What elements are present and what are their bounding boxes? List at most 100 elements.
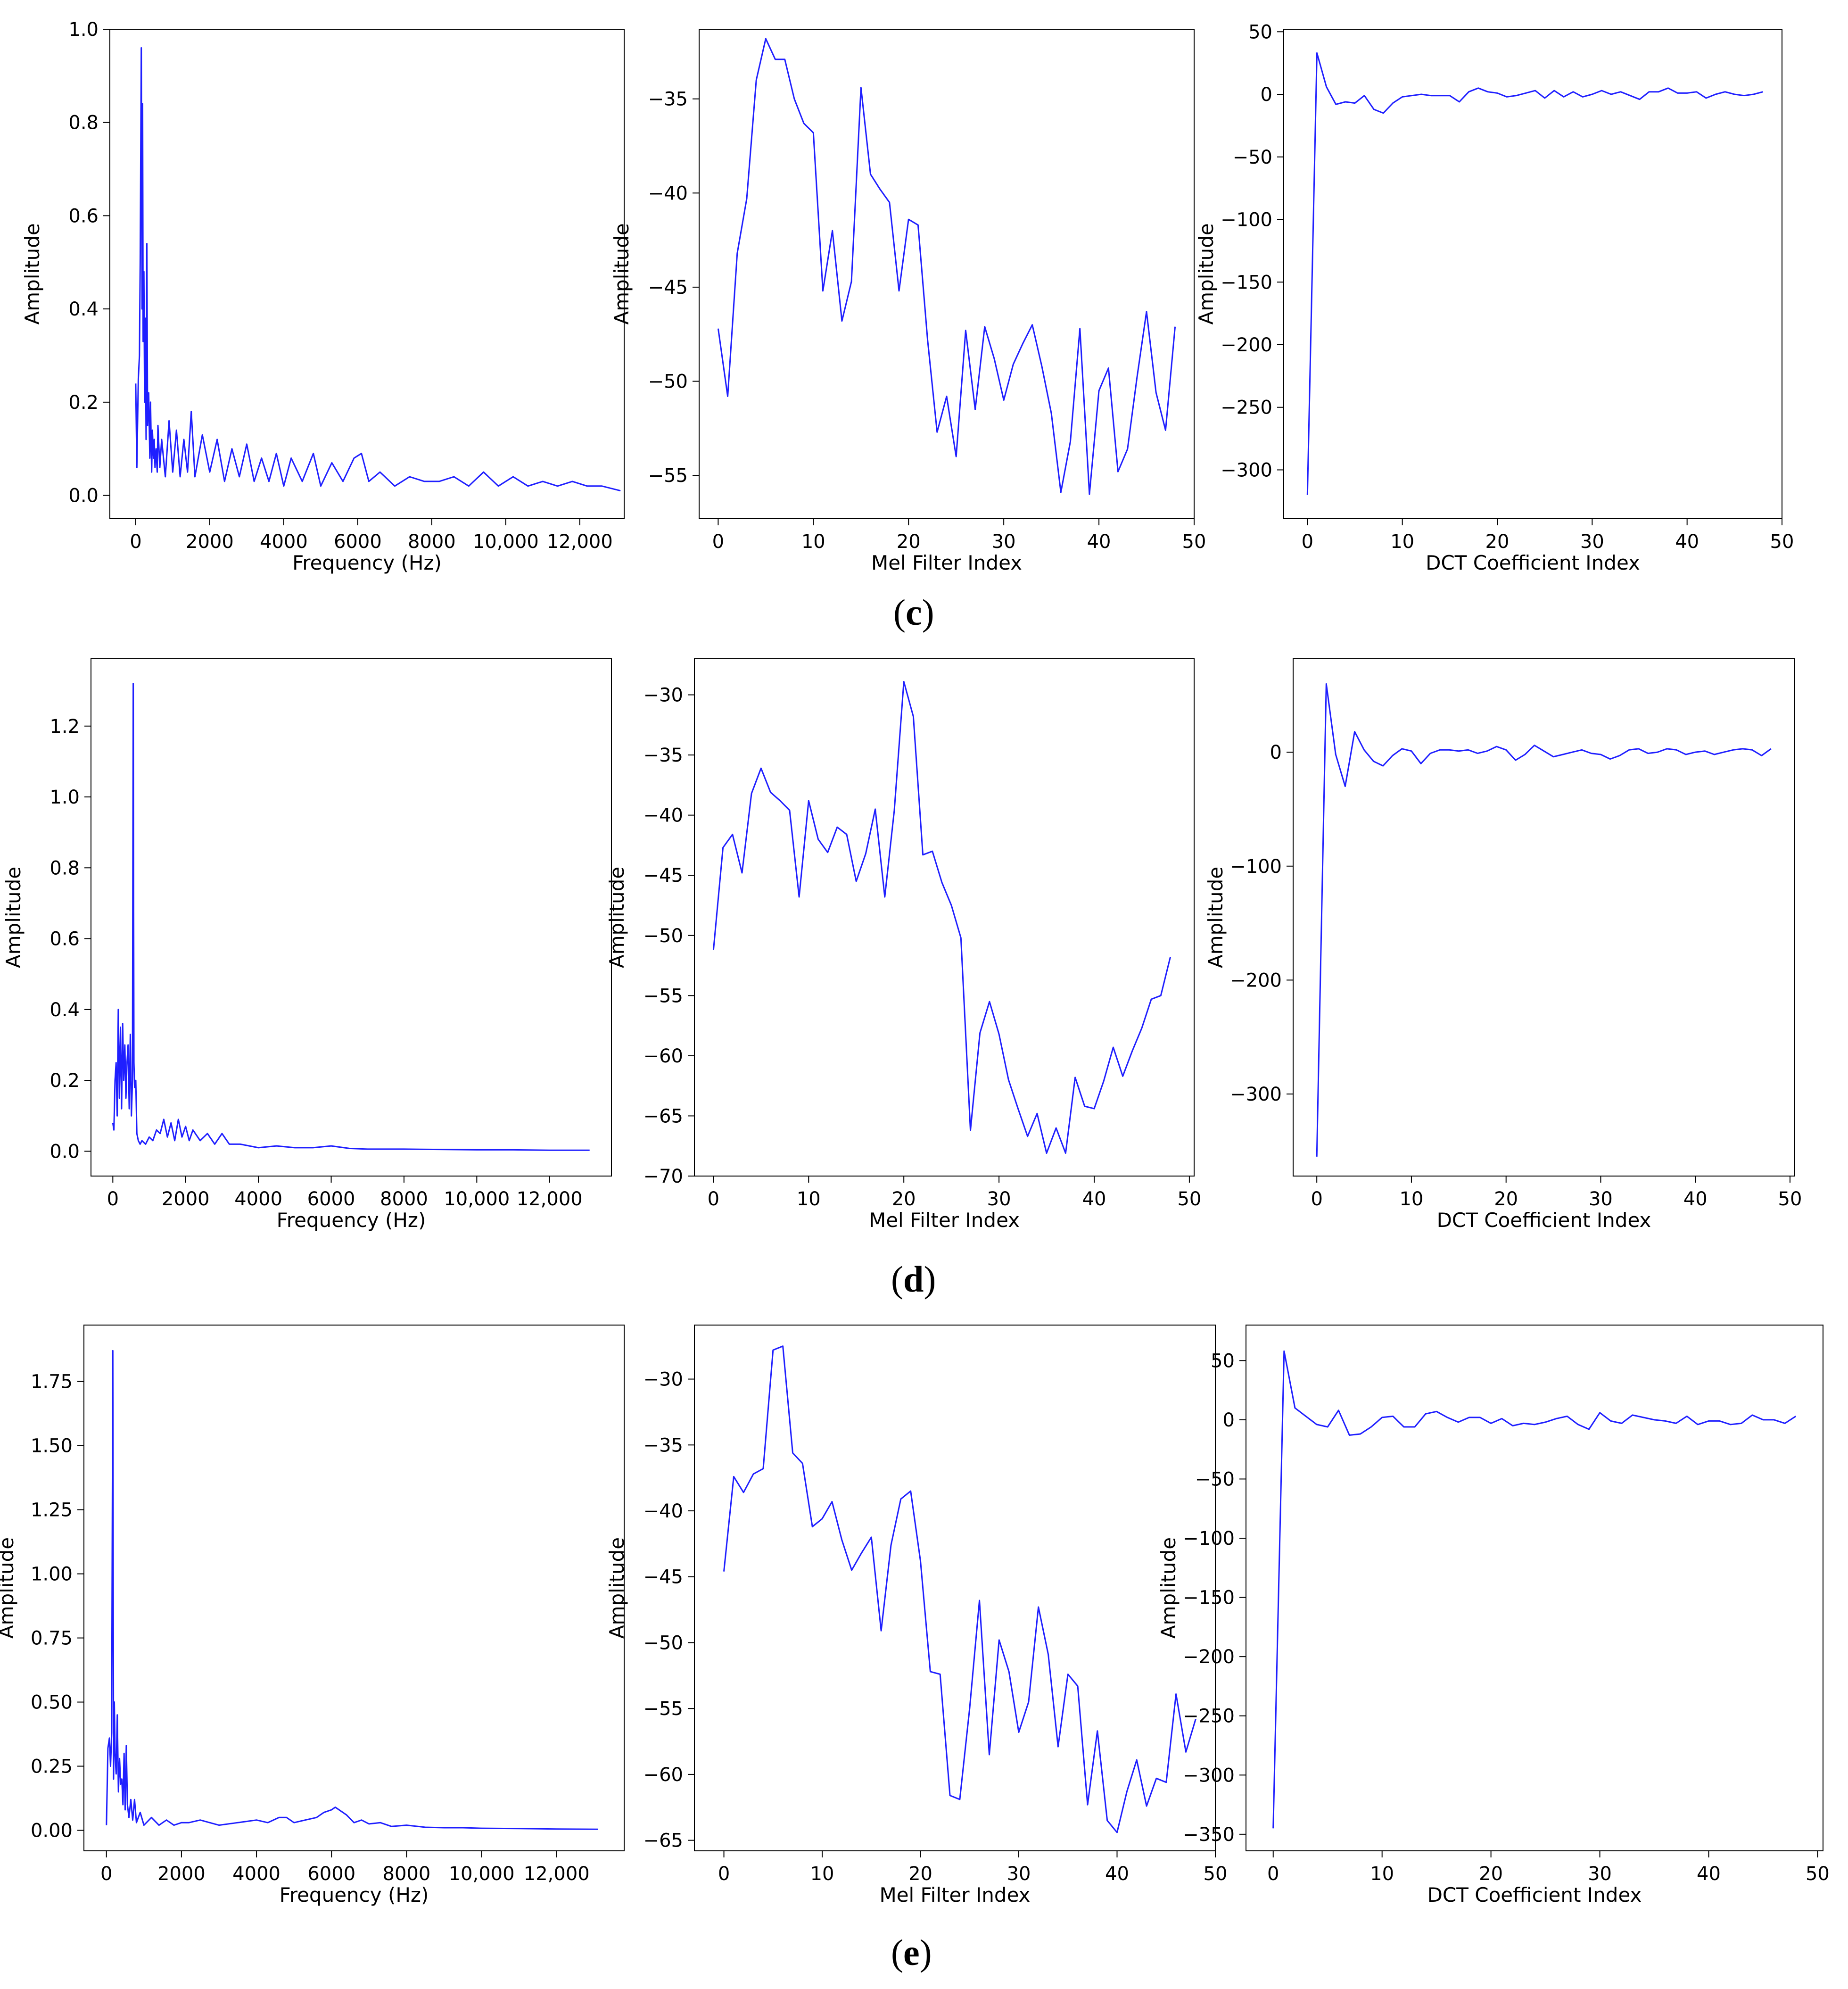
plot-frame xyxy=(91,658,612,1177)
y-axis-label: Amplitude xyxy=(1157,1537,1180,1639)
series-line xyxy=(1272,1350,1797,1829)
panel-label-c: (c) xyxy=(893,592,934,633)
x-tick-label: 6000 xyxy=(307,1863,355,1885)
y-axis-label: Amplitude xyxy=(2,867,25,968)
y-tick-label: −300 xyxy=(1230,1084,1282,1105)
series-line xyxy=(717,38,1176,495)
y-tick-label: −50 xyxy=(1195,1468,1235,1490)
x-tick-label: 4000 xyxy=(232,1863,280,1885)
y-tick-label: 0.0 xyxy=(50,1141,80,1162)
y-tick-label: 0.8 xyxy=(50,857,80,879)
y-tick-label: −30 xyxy=(644,685,683,706)
x-axis-label: Frequency (Hz) xyxy=(280,1883,429,1906)
x-tick-label: 2000 xyxy=(186,531,234,553)
y-tick-label: −40 xyxy=(644,805,683,827)
y-tick-label: 0.2 xyxy=(68,392,99,414)
series-line xyxy=(135,47,621,492)
y-tick-label: 1.00 xyxy=(31,1564,73,1585)
y-tick-label: −100 xyxy=(1183,1528,1235,1550)
y-axis-label: Amplitude xyxy=(605,867,628,968)
x-tick-label: 10 xyxy=(1390,531,1414,553)
x-axis-label: Mel Filter Index xyxy=(869,1209,1020,1232)
y-tick-label: −50 xyxy=(644,925,683,947)
y-tick-label: −50 xyxy=(1233,147,1272,168)
x-axis-label: DCT Coefficient Index xyxy=(1427,1883,1642,1906)
y-tick-label: −65 xyxy=(644,1830,683,1852)
y-tick-label: −55 xyxy=(644,985,683,1007)
y-tick-label: −40 xyxy=(644,1500,683,1522)
x-tick-label: 0 xyxy=(1311,1188,1322,1210)
y-axis-label: Amplitude xyxy=(605,1537,628,1639)
series-line xyxy=(723,1345,1196,1833)
x-tick-label: 8000 xyxy=(380,1188,428,1210)
plot-frame xyxy=(1246,1325,1823,1851)
y-tick-label: −60 xyxy=(644,1764,683,1786)
x-tick-label: 6000 xyxy=(334,531,382,553)
x-axis-label: Frequency (Hz) xyxy=(292,551,442,574)
series-line xyxy=(112,683,590,1151)
x-tick-label: 0 xyxy=(1267,1863,1279,1885)
y-tick-label: −100 xyxy=(1230,856,1282,878)
y-tick-label: −200 xyxy=(1221,334,1272,356)
y-tick-label: −250 xyxy=(1183,1706,1235,1727)
series-line xyxy=(1316,683,1772,1157)
plot-frame xyxy=(83,1325,625,1851)
x-tick-label: 0 xyxy=(100,1863,112,1885)
y-tick-label: −35 xyxy=(644,1434,683,1456)
y-tick-label: 0.6 xyxy=(50,928,80,950)
x-tick-label: 8000 xyxy=(408,531,456,553)
y-tick-label: −45 xyxy=(644,1566,683,1588)
y-tick-label: −300 xyxy=(1221,459,1272,481)
y-tick-label: −50 xyxy=(644,1632,683,1654)
panel-label-d: (d) xyxy=(891,1259,936,1300)
series-line xyxy=(1306,52,1764,495)
y-tick-label: −60 xyxy=(644,1045,683,1067)
plot-frame xyxy=(694,658,1195,1177)
y-tick-label: −35 xyxy=(648,89,688,110)
x-tick-label: 40 xyxy=(1683,1188,1708,1210)
plot-frame xyxy=(699,29,1195,519)
y-tick-label: −45 xyxy=(648,277,688,298)
x-tick-label: 8000 xyxy=(383,1863,431,1885)
plot-frame xyxy=(109,29,625,519)
y-tick-label: 1.0 xyxy=(50,787,80,808)
y-tick-label: −200 xyxy=(1183,1646,1235,1668)
x-tick-label: 10 xyxy=(1399,1188,1423,1210)
x-tick-label: 20 xyxy=(897,531,921,553)
y-tick-label: 1.75 xyxy=(31,1371,73,1393)
y-tick-label: 0 xyxy=(1223,1409,1235,1431)
series-line xyxy=(106,1350,598,1830)
x-tick-label: 6000 xyxy=(307,1188,355,1210)
y-tick-label: −65 xyxy=(644,1105,683,1127)
y-axis-label: Amplitude xyxy=(0,1537,18,1639)
x-tick-label: 30 xyxy=(992,531,1016,553)
y-tick-label: 1.0 xyxy=(68,19,99,41)
y-tick-label: 0.25 xyxy=(31,1756,73,1778)
y-tick-label: −150 xyxy=(1183,1587,1235,1609)
y-axis-label: Amplitude xyxy=(1204,867,1227,968)
x-tick-label: 10,000 xyxy=(449,1863,515,1885)
x-tick-label: 2000 xyxy=(157,1863,206,1885)
x-tick-label: 0 xyxy=(130,531,141,553)
x-tick-label: 10 xyxy=(797,1188,821,1210)
x-tick-label: 12,000 xyxy=(547,531,613,553)
x-tick-label: 50 xyxy=(1770,531,1794,553)
y-tick-label: −100 xyxy=(1221,209,1272,231)
y-tick-label: 0 xyxy=(1261,84,1272,106)
y-tick-label: −55 xyxy=(644,1698,683,1720)
y-tick-label: 1.2 xyxy=(50,716,80,738)
y-tick-label: 50 xyxy=(1248,21,1272,43)
x-axis-label: DCT Coefficient Index xyxy=(1437,1209,1651,1232)
y-tick-label: 0.4 xyxy=(68,298,99,320)
x-tick-label: 50 xyxy=(1204,1863,1228,1885)
x-tick-label: 40 xyxy=(1082,1188,1106,1210)
x-axis-label: Mel Filter Index xyxy=(871,551,1022,574)
y-tick-label: 0.6 xyxy=(68,205,99,227)
y-tick-label: −300 xyxy=(1183,1765,1235,1786)
y-tick-label: −150 xyxy=(1221,272,1272,293)
